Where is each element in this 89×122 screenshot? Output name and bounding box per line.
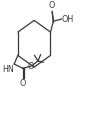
Text: HN: HN (2, 65, 14, 74)
Text: O: O (20, 79, 26, 88)
Text: O: O (49, 1, 55, 10)
Text: OH: OH (62, 15, 74, 24)
Text: O: O (28, 61, 34, 71)
